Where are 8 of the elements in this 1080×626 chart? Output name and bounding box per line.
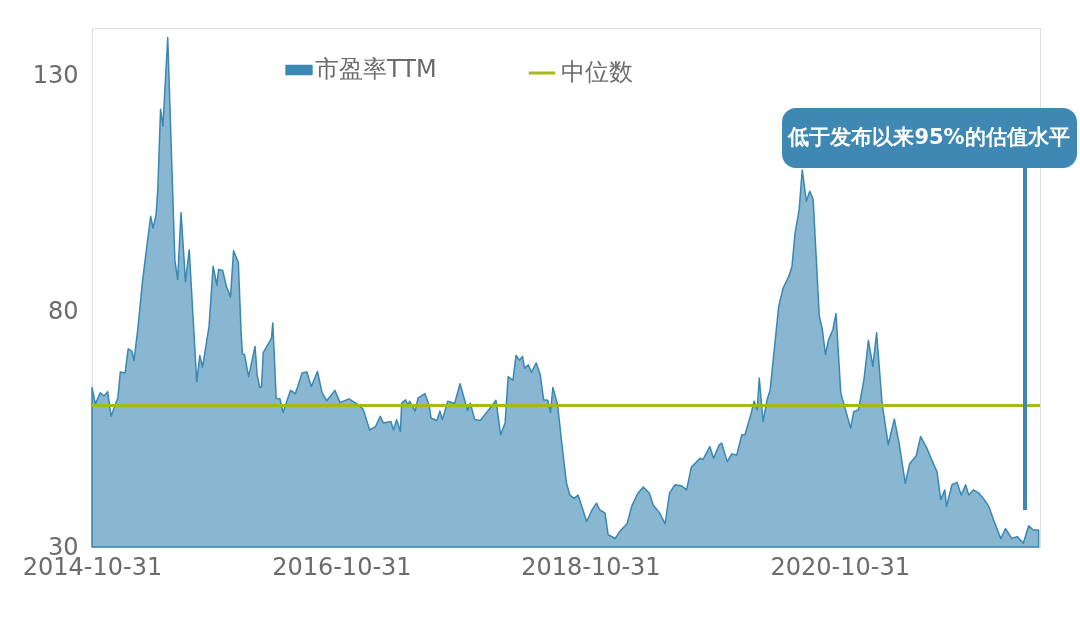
annotation: 低于发布以来95%的估值水平: [787, 125, 1070, 149]
y-tick-label: 80: [47, 296, 79, 325]
legend-label: 市盈率TTM: [315, 55, 437, 83]
x-tick-label: 2018-10-31: [521, 552, 661, 581]
x-tick-label: 2020-10-31: [770, 552, 910, 581]
legend-label: 中位数: [561, 58, 633, 86]
x-tick-label: 2016-10-31: [272, 552, 412, 581]
y-tick-label: 130: [32, 60, 79, 89]
